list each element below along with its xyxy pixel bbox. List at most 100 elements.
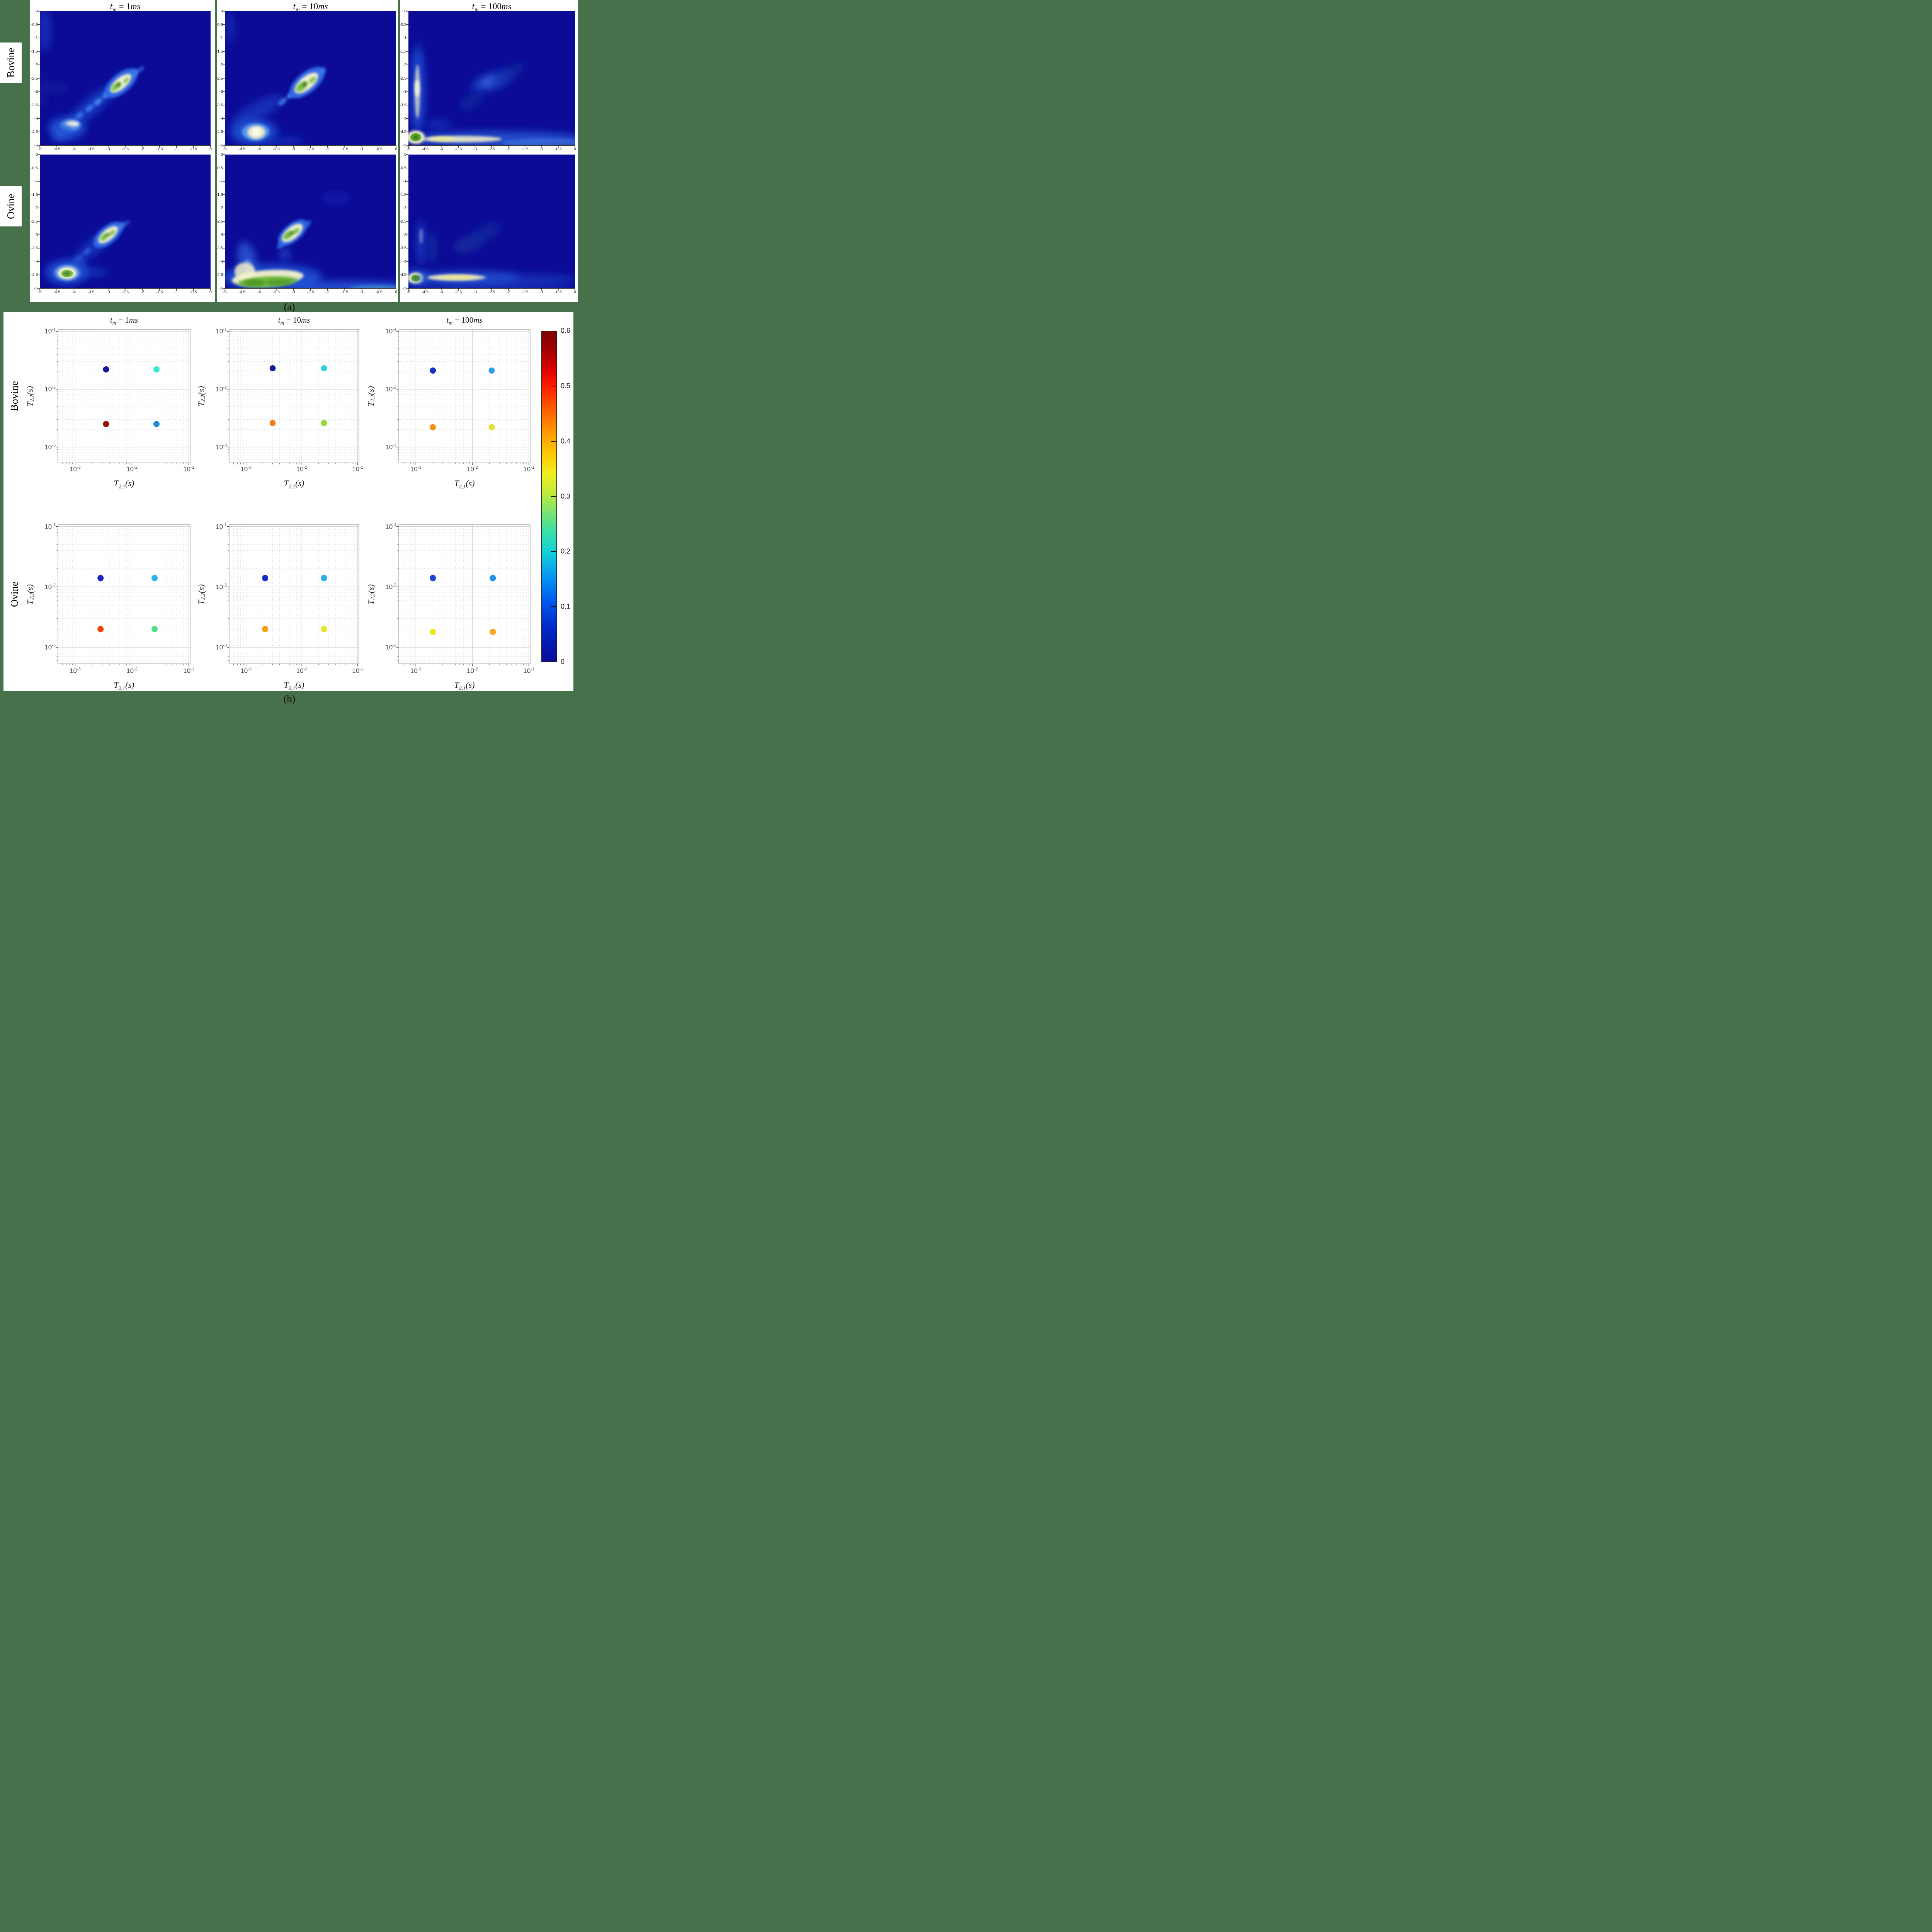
y-tick-label: -0.5	[216, 22, 223, 27]
x-tick-label: -2	[140, 290, 144, 294]
heatmap-blob	[480, 274, 575, 285]
scatter-dot	[269, 365, 276, 372]
figure-page: Bovine Ovine tm = 1ms 0 -0.5 -1 -1.5 -2 -2.5-…	[0, 0, 579, 721]
heatmap-blob	[64, 272, 70, 276]
ylabel-rest: (s)	[25, 584, 35, 593]
ylabel-rest: (s)	[366, 584, 376, 593]
y-tick-label: -3.5	[399, 246, 406, 251]
xlabel-var: T	[284, 680, 289, 690]
x-tick-label: 10-2	[296, 667, 308, 675]
y-tick-label: -4	[219, 116, 223, 121]
heatmap-blob	[106, 233, 110, 236]
y-tick-label: -0.5	[31, 22, 38, 27]
x-tick-label: -2.5	[488, 290, 495, 294]
x-tick-label: 10-3	[240, 667, 252, 675]
y-tick-label: 0	[404, 9, 406, 14]
y-axis-ticks: 0 -0.5 -1 -1.5 -2 -2.5 -3 -3.5 -4 -4.5 -5	[30, 9, 39, 148]
y-axis-ticks: 10-1 10-2 10-3	[34, 522, 56, 664]
heatmap-bovine-1ms	[37, 11, 211, 148]
x-axis-ticks: -5 -4.5 -4 -3.5 -3 -2.5 -2 -1.5 -1 -0.5 0	[223, 146, 397, 154]
column-title-tm10: tm = 10ms	[225, 1, 396, 13]
title-var: t	[110, 2, 112, 11]
y-tick-label: -3.5	[399, 102, 406, 107]
title-num: 10	[309, 2, 318, 11]
y-tick-label: -1.5	[399, 49, 406, 54]
x-tick-label: -5	[223, 147, 227, 151]
y-tick-label: 10-3	[216, 443, 227, 451]
heatmap-blob	[315, 68, 326, 77]
xlabel-rest: (s)	[295, 478, 304, 488]
title-unit: ms	[318, 2, 328, 11]
xlabel-sub: 2,1	[118, 685, 126, 692]
heatmap-blob	[252, 128, 261, 136]
x-tick-label: 10-3	[410, 667, 422, 675]
x-tick-label: -5	[406, 290, 410, 294]
y-axis-ticks: 0 -0.5 -1 -1.5 -2 -2.5 -3 -3.5 -4 -4.5 -5	[216, 152, 224, 291]
scatter-dot	[153, 366, 160, 372]
x-axis-ticks: 10-3 10-2 10-1	[399, 666, 534, 676]
x-axis-label: T2,1(s)	[399, 680, 530, 692]
x-tick-label: -0.5	[554, 147, 562, 151]
title-num: 100	[488, 2, 502, 11]
y-tick-label: 10-2	[216, 583, 227, 591]
y-tick-label: -3	[219, 89, 223, 94]
x-tick-label: 10-1	[183, 667, 194, 675]
scatter-dot	[490, 628, 496, 635]
x-tick-label: 10-2	[467, 667, 478, 675]
y-tick-label: 10-2	[385, 583, 396, 591]
y-tick-label: -5	[219, 286, 223, 291]
ylabel-rest: (s)	[25, 386, 35, 395]
ylabel-rest: (s)	[196, 386, 206, 395]
y-tick-label: 10-1	[44, 522, 56, 530]
x-tick-label: -5	[406, 147, 410, 151]
x-tick-label: 10-1	[523, 667, 534, 675]
heatmap-blob	[495, 63, 525, 83]
row-label-bovine-a: Bovine	[0, 43, 22, 83]
y-tick-label: -1.5	[399, 192, 406, 197]
y-tick-label: 10-1	[44, 327, 56, 335]
heatmap-blob	[427, 232, 437, 264]
heatmap-ovine-100ms	[406, 154, 575, 291]
heatmap-blob	[116, 82, 121, 87]
scatter-dot	[103, 366, 109, 372]
scatter-dot	[151, 575, 158, 582]
heatmap-blob	[413, 135, 418, 139]
y-tick-label: 10-3	[216, 643, 227, 651]
y-tick-label: -4	[403, 259, 406, 264]
x-axis-ticks: 10-3 10-2 10-1	[58, 464, 194, 474]
y-tick-label: 10-1	[216, 522, 227, 530]
heatmap-plot	[37, 154, 211, 291]
xlabel-sub: 2,1	[118, 484, 126, 490]
x-tick-label: -4	[72, 147, 76, 151]
x-tick-label: -3.5	[272, 147, 280, 151]
x-tick-label: -5	[223, 290, 227, 294]
scatter-bovine-100ms	[396, 329, 531, 465]
scatter-dot	[269, 420, 276, 426]
scatter-dot	[97, 575, 104, 582]
x-tick-label: -3	[291, 147, 295, 151]
xlabel-sub: 2,1	[288, 484, 296, 490]
scatter-ovine-1ms	[56, 524, 190, 667]
y-tick-label: 10-2	[44, 583, 56, 591]
x-tick-label: 10-2	[296, 465, 308, 473]
xlabel-rest: (s)	[125, 478, 134, 488]
y-tick-label: -5	[34, 143, 38, 148]
title-num: 1	[125, 315, 129, 325]
x-tick-label: -2	[506, 147, 510, 151]
title-eq: =	[116, 2, 126, 11]
title-unit: ms	[129, 315, 138, 325]
y-tick-label: -3	[34, 232, 38, 237]
x-tick-label: -4.5	[238, 290, 246, 294]
y-axis-ticks: 10-1 10-2 10-3	[375, 327, 396, 463]
y-tick-label: -2.5	[216, 219, 223, 224]
x-tick-label: -4.5	[53, 290, 61, 294]
title-unit: ms	[301, 315, 310, 325]
x-axis-ticks: -5 -4.5 -4 -3.5 -3 -2.5 -2 -1.5 -1 -0.5 0	[38, 289, 212, 297]
x-axis-label: T2,1(s)	[58, 680, 190, 692]
scatter-dot	[488, 367, 495, 374]
ylabel-rest: (s)	[366, 386, 376, 395]
x-tick-label: -2	[326, 147, 330, 151]
y-tick-label: -5	[34, 286, 38, 291]
y-tick-label: -3	[219, 232, 223, 237]
scatter-title-tm10: tm = 10ms	[229, 315, 359, 326]
